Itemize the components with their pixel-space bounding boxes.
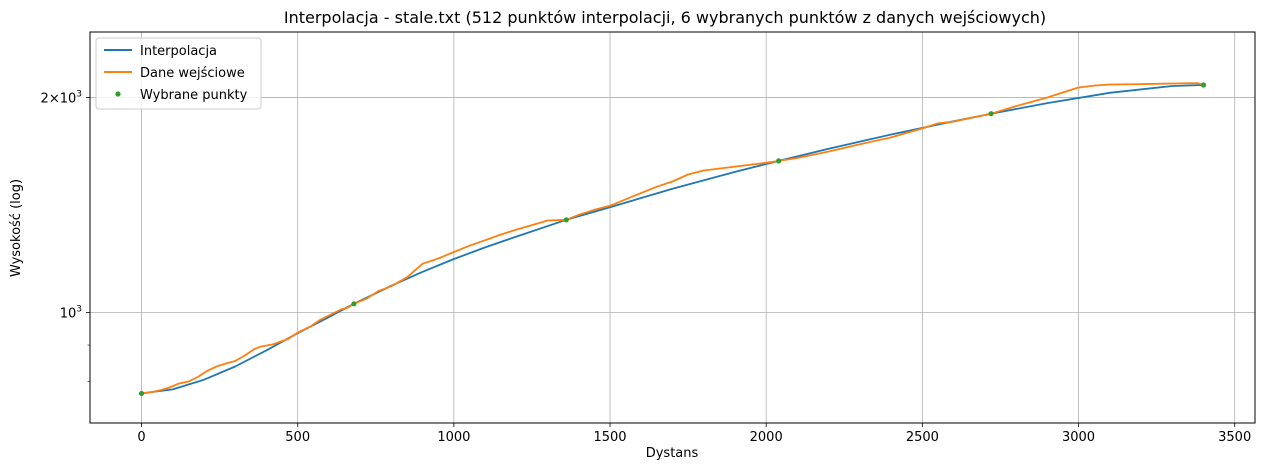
series-lines bbox=[141, 82, 1204, 395]
plot-area bbox=[90, 32, 1255, 423]
legend-box bbox=[95, 37, 262, 110]
legend: Interpolacja Dane wejściowe Wybrane punkty bbox=[95, 37, 262, 110]
grid bbox=[90, 32, 1255, 423]
x-tick-label: 3500 bbox=[1218, 430, 1251, 445]
legend-label: Wybrane punkty bbox=[140, 88, 248, 103]
x-tick-label: 500 bbox=[285, 430, 310, 445]
data-point bbox=[988, 111, 994, 117]
legend-label: Interpolacja bbox=[140, 44, 217, 59]
y-tick-label: 2×103 bbox=[41, 89, 82, 106]
x-axis-label: Dystans bbox=[646, 446, 699, 461]
x-tick-label: 2500 bbox=[906, 430, 939, 445]
y-axis: 103 2×103 bbox=[41, 89, 90, 382]
x-tick-label: 0 bbox=[137, 430, 145, 445]
legend-label: Dane wejściowe bbox=[140, 66, 245, 81]
data-point bbox=[351, 301, 357, 307]
y-axis-label: Wysokość (log) bbox=[9, 179, 24, 277]
x-tick-label: 3000 bbox=[1062, 430, 1095, 445]
x-tick-label: 2000 bbox=[750, 430, 783, 445]
plot-frame bbox=[89, 31, 1256, 424]
legend-swatch bbox=[115, 91, 121, 97]
x-tick-label: 1000 bbox=[437, 430, 470, 445]
series-line bbox=[141, 82, 1204, 395]
x-tick-label: 1500 bbox=[593, 430, 626, 445]
series-markers bbox=[138, 82, 1207, 397]
x-axis: 0 500 1000 1500 2000 2500 3000 3500 bbox=[137, 423, 1251, 445]
data-point bbox=[1200, 82, 1207, 88]
y-tick-label: 103 bbox=[60, 304, 82, 321]
chart-title: Interpolacja - stale.txt (512 punktów in… bbox=[284, 8, 1046, 27]
data-point bbox=[138, 390, 145, 397]
data-point bbox=[776, 158, 782, 164]
data-point bbox=[563, 217, 569, 223]
